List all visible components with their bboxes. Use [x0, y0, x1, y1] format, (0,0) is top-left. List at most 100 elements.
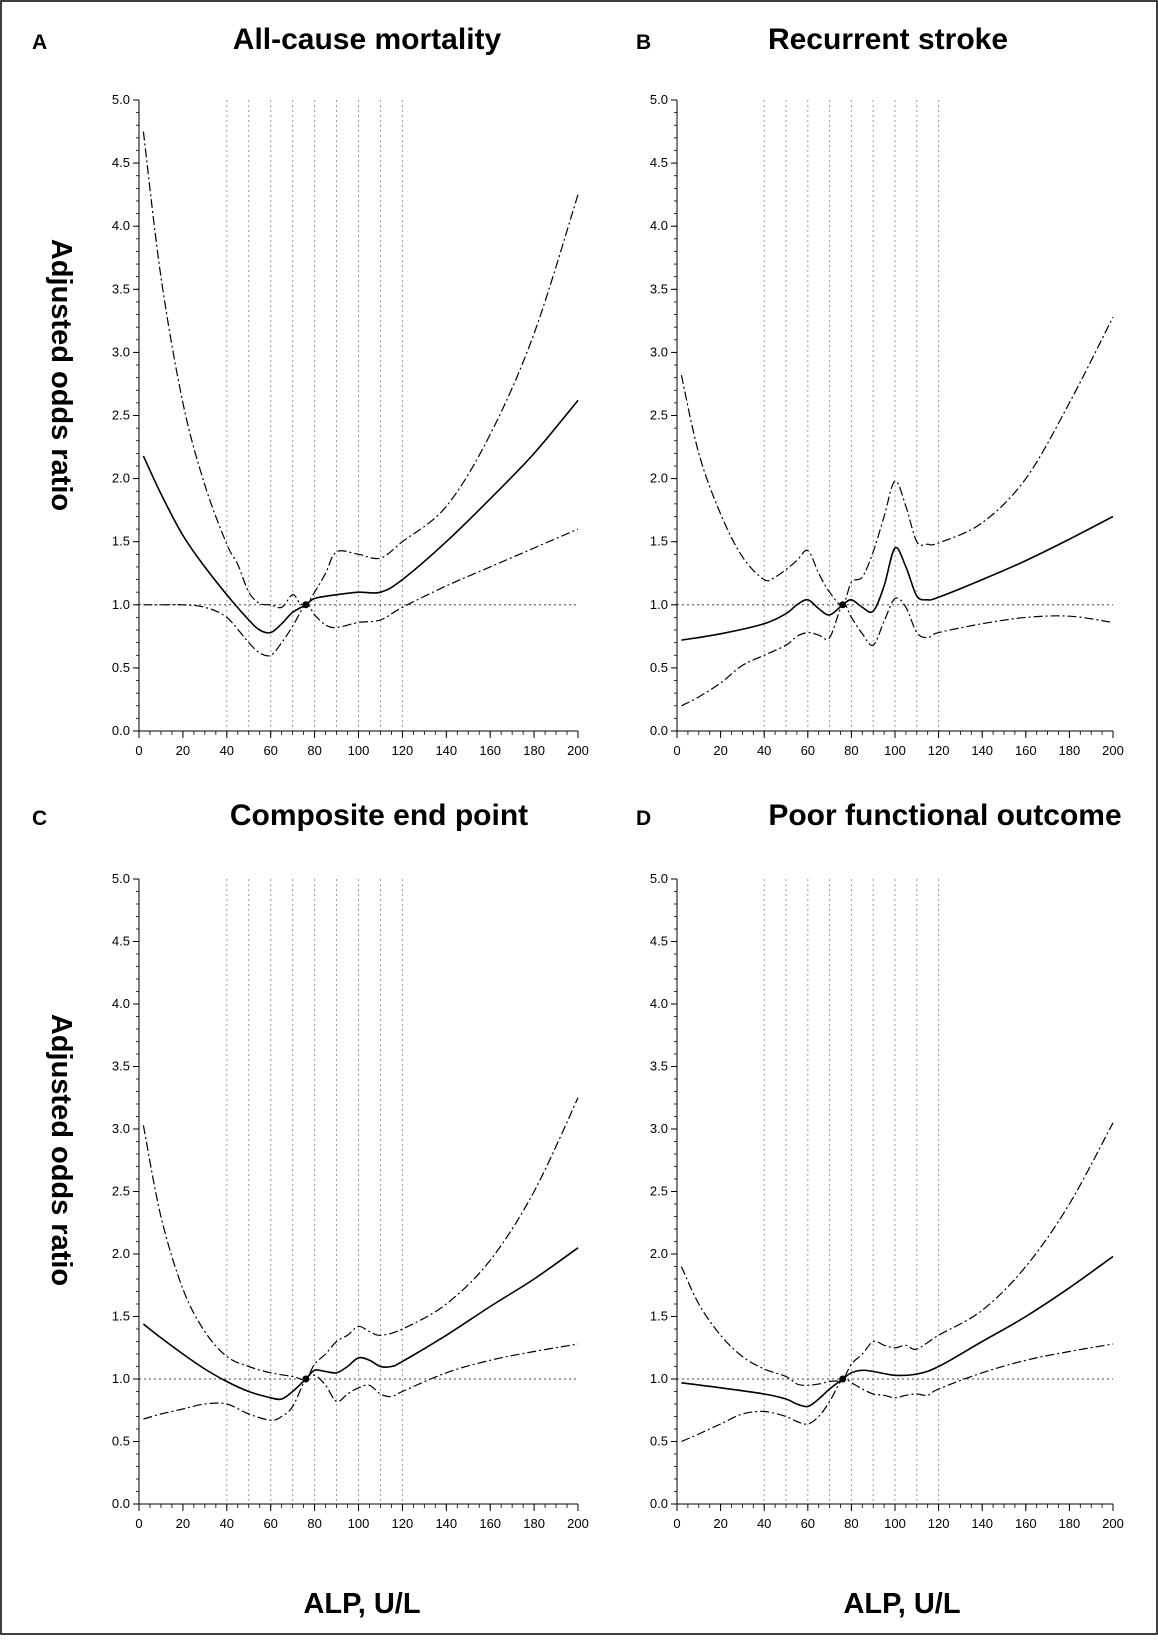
- x-tick-label: 160: [1015, 1516, 1037, 1531]
- y-tick-label: 2.0: [650, 1246, 668, 1261]
- y-tick-label: 0.0: [650, 723, 668, 738]
- x-tick-label: 0: [673, 743, 680, 758]
- x-tick-label: 200: [567, 743, 589, 758]
- y-tick-label: 0.0: [650, 1496, 668, 1511]
- y-tick-label: 1.5: [650, 1309, 668, 1324]
- series-ci-line: [142, 1097, 579, 1381]
- reference-point-marker: [302, 1375, 310, 1383]
- y-tick-label: 4.5: [650, 934, 668, 949]
- x-tick-label: 200: [1102, 1516, 1124, 1531]
- y-tick-label: 0.5: [650, 660, 668, 675]
- panel-c: C Composite end point 0.0 0.5 1.0 1.5 2.0 2.5 3.…: [32, 799, 589, 1531]
- panel-d: D Poor functional outcome 0.0 0.5 1.0 1.5 2.0 2…: [636, 799, 1124, 1531]
- x-tick-label: 160: [479, 1516, 501, 1531]
- x-tick-label: 60: [263, 743, 277, 758]
- y-tick-label: 4.0: [650, 218, 668, 233]
- series-estimate-line: [681, 1255, 1114, 1408]
- x-tick-label: 140: [435, 743, 457, 758]
- y-tick-label: 4.5: [112, 934, 130, 949]
- x-tick-label: 140: [971, 1516, 993, 1531]
- y-tick-label: 1.0: [650, 1371, 668, 1386]
- panel-letter: C: [32, 807, 47, 830]
- x-tick-label: 180: [523, 1516, 545, 1531]
- x-tick-label: 0: [135, 743, 142, 758]
- y-tick-label: 5.0: [650, 92, 668, 107]
- x-tick-label: 80: [307, 743, 321, 758]
- y-tick-label: 3.5: [650, 281, 668, 296]
- y-tick-label: 0.0: [112, 1496, 130, 1511]
- y-tick-label: 3.5: [112, 1059, 130, 1074]
- x-tick-label: 160: [479, 743, 501, 758]
- y-tick-label: 2.5: [112, 408, 130, 423]
- x-tick-label: 120: [928, 1516, 950, 1531]
- x-tick-label: 20: [176, 743, 190, 758]
- y-tick-label: 1.5: [112, 534, 130, 549]
- x-tick-label: 100: [884, 743, 906, 758]
- x-tick-label: 20: [176, 1516, 190, 1531]
- x-tick-label: 80: [844, 743, 858, 758]
- y-tick-label: 2.0: [650, 471, 668, 486]
- y-tick-label: 4.0: [112, 996, 130, 1011]
- x-tick-label: 40: [220, 1516, 234, 1531]
- y-tick-label: 2.0: [112, 1246, 130, 1261]
- panel-letter: B: [636, 31, 651, 54]
- y-tick-label: 3.0: [112, 344, 130, 359]
- series-estimate-line: [142, 1247, 579, 1401]
- y-tick-label: 4.0: [112, 218, 130, 233]
- x-tick-label: 200: [1102, 743, 1124, 758]
- panel-a: A All-cause mortality 0.0 0.5 1.0 1.5 2.0 2.5 3.…: [32, 23, 589, 758]
- x-tick-label: 0: [673, 1516, 680, 1531]
- x-tick-label: 20: [713, 743, 727, 758]
- x-tick-label: 160: [1015, 743, 1037, 758]
- x-axis-label-left: ALP, U/L: [303, 1588, 420, 1620]
- x-axis-label-right: ALP, U/L: [843, 1588, 960, 1620]
- x-tick-label: 0: [135, 1516, 142, 1531]
- x-tick-label: 120: [928, 743, 950, 758]
- x-tick-label: 120: [392, 743, 414, 758]
- x-tick-label: 180: [1059, 743, 1081, 758]
- x-tick-label: 60: [801, 743, 815, 758]
- series-ci-line: [142, 131, 579, 609]
- y-tick-label: 5.0: [650, 871, 668, 886]
- y-axis-label-top: Adjusted odds ratio: [45, 239, 77, 511]
- y-tick-label: 3.5: [650, 1059, 668, 1074]
- series-ci-line: [681, 1343, 1114, 1443]
- y-tick-label: 2.5: [650, 1184, 668, 1199]
- x-tick-label: 20: [713, 1516, 727, 1531]
- y-tick-label: 3.0: [650, 1121, 668, 1136]
- panel-title: Recurrent stroke: [768, 23, 1008, 56]
- x-tick-label: 60: [263, 1516, 277, 1531]
- x-tick-label: 180: [523, 743, 545, 758]
- y-tick-label: 1.5: [112, 1309, 130, 1324]
- x-tick-label: 60: [801, 1516, 815, 1531]
- y-tick-label: 5.0: [112, 871, 130, 886]
- series-ci-line: [680, 316, 1114, 606]
- series-estimate-line: [681, 515, 1114, 641]
- x-tick-label: 40: [757, 1516, 771, 1531]
- x-tick-label: 120: [392, 1516, 414, 1531]
- y-tick-label: 1.0: [112, 597, 130, 612]
- reference-point-marker: [839, 601, 847, 609]
- x-tick-label: 200: [567, 1516, 589, 1531]
- panel-title: Composite end point: [230, 799, 528, 832]
- y-tick-label: 2.5: [112, 1184, 130, 1199]
- x-tick-label: 40: [220, 743, 234, 758]
- x-tick-label: 100: [348, 743, 370, 758]
- y-tick-label: 4.5: [650, 155, 668, 170]
- y-tick-label: 0.0: [112, 723, 130, 738]
- panel-letter: D: [636, 807, 651, 830]
- y-tick-label: 0.5: [650, 1434, 668, 1449]
- y-tick-label: 5.0: [112, 92, 130, 107]
- y-tick-label: 4.0: [650, 996, 668, 1011]
- x-tick-label: 100: [348, 1516, 370, 1531]
- panel-letter: A: [32, 31, 47, 54]
- x-tick-label: 40: [757, 743, 771, 758]
- x-tick-label: 180: [1059, 1516, 1081, 1531]
- y-tick-label: 0.5: [112, 660, 130, 675]
- y-axis-label-bottom: Adjusted odds ratio: [45, 1014, 77, 1286]
- y-tick-label: 1.0: [650, 597, 668, 612]
- y-tick-label: 2.5: [650, 408, 668, 423]
- y-tick-label: 1.5: [650, 534, 668, 549]
